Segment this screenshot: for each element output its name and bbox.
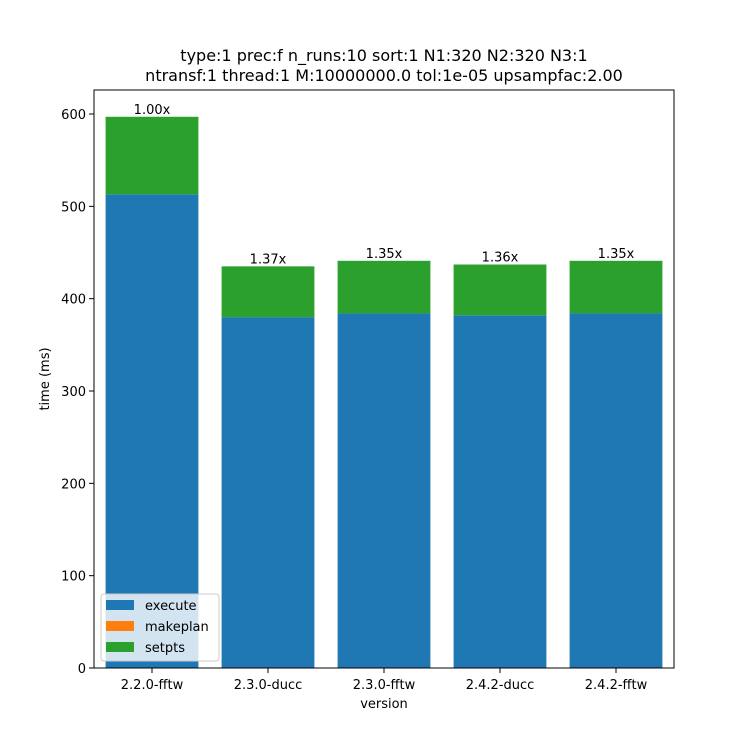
- y-tick-label-3: 300: [61, 385, 86, 400]
- y-tick-label-5: 500: [61, 200, 86, 215]
- bar-setpts-3: [453, 264, 547, 316]
- legend-label-setpts: setpts: [145, 641, 185, 656]
- bar-label-0: 1.00x: [134, 103, 171, 118]
- bar-execute-2: [337, 313, 431, 668]
- legend-swatch-makeplan: [106, 621, 134, 631]
- legend: execute makeplan setpts: [100, 593, 220, 662]
- bar-setpts-2: [337, 260, 431, 314]
- y-tick-label-4: 400: [61, 293, 86, 308]
- chart-title-line1: type:1 prec:f n_runs:10 sort:1 N1:320 N2…: [180, 46, 587, 66]
- chart-title-line2: ntransf:1 thread:1 M:10000000.0 tol:1e-0…: [145, 66, 623, 85]
- legend-swatch-execute: [106, 600, 134, 610]
- x-tick-label-2: 2.3.0-fftw: [353, 678, 416, 693]
- bar-execute-3: [453, 315, 547, 668]
- bar-label-4: 1.35x: [598, 247, 635, 262]
- y-axis-label: time (ms): [38, 347, 53, 410]
- bar-setpts-0: [105, 116, 199, 195]
- legend-label-makeplan: makeplan: [145, 620, 209, 635]
- y-tick-label-2: 200: [61, 477, 86, 492]
- bar-label-1: 1.37x: [250, 252, 287, 267]
- x-tick-label-3: 2.4.2-ducc: [466, 678, 535, 693]
- y-tick-label-6: 600: [61, 108, 86, 123]
- x-tick-label-0: 2.2.0-fftw: [121, 678, 184, 693]
- bar-execute-1: [221, 317, 315, 668]
- x-tick-label-1: 2.3.0-ducc: [234, 678, 303, 693]
- bar-setpts-4: [569, 260, 663, 314]
- y-tick-label-1: 100: [61, 570, 86, 585]
- axes-frame: [93, 89, 675, 669]
- plot-area: 1.00x 2.2.0-fftw 1.37x 2.3.0-ducc 1.35x 2.3.0…: [61, 103, 663, 693]
- bar-execute-4: [569, 313, 663, 668]
- bar-execute-0: [105, 194, 199, 669]
- bar-label-3: 1.36x: [482, 251, 519, 266]
- x-tick-label-4: 2.4.2-fftw: [585, 678, 648, 693]
- bar-label-2: 1.35x: [366, 247, 403, 262]
- legend-swatch-setpts: [106, 642, 134, 652]
- x-axis-label: version: [360, 697, 408, 712]
- legend-label-execute: execute: [145, 599, 197, 614]
- y-tick-label-0: 0: [78, 662, 86, 677]
- bar-setpts-1: [221, 266, 315, 318]
